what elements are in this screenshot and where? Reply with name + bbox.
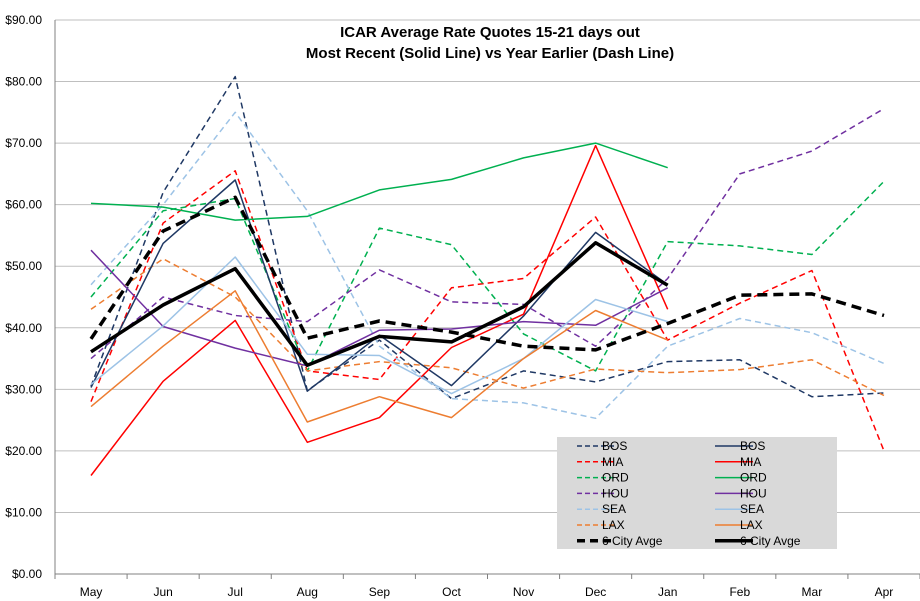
axes: $0.00 $10.00 $20.00 $30.00 $40.00 $50.00 $60.0…	[5, 13, 920, 599]
y-tick-label: $80.00	[5, 75, 42, 89]
x-tick-label: Sep	[369, 585, 391, 599]
y-tick-label: $70.00	[5, 136, 42, 150]
x-tick-label: Feb	[729, 585, 750, 599]
x-tick-label: Oct	[442, 585, 461, 599]
legend-label: LAX	[740, 518, 763, 532]
y-tick-label: $50.00	[5, 259, 42, 273]
legend-label: BOS	[740, 439, 765, 453]
x-tick-label: Jan	[658, 585, 677, 599]
legend-label: 6 City Avge	[740, 534, 801, 548]
y-tick-label: $90.00	[5, 13, 42, 27]
chart-title: ICAR Average Rate Quotes 15-21 days out …	[306, 24, 674, 62]
series-line-6-city-avge-dashed	[89, 195, 885, 352]
series-line-lax-dashed	[90, 258, 885, 397]
legend-label: MIA	[602, 455, 623, 469]
y-tick-label: $0.00	[12, 567, 42, 581]
x-tick-label: Jun	[153, 585, 172, 599]
legend-label: SEA	[740, 502, 764, 516]
x-tick-label: Aug	[297, 585, 318, 599]
x-tick-label: Jul	[228, 585, 243, 599]
series-line-ord-solid	[90, 142, 668, 221]
chart-title-line-2: Most Recent (Solid Line) vs Year Earlier…	[306, 45, 674, 62]
y-tick-label: $40.00	[5, 321, 42, 335]
series-line-sea-solid	[90, 256, 668, 395]
legend-label: LAX	[602, 518, 625, 532]
series-lines	[89, 75, 885, 476]
y-tick-label: $10.00	[5, 505, 42, 519]
legend-label: ORD	[602, 471, 629, 485]
x-tick-label: Nov	[513, 585, 534, 599]
x-tick-label: May	[80, 585, 103, 599]
legend-label: HOU	[602, 486, 629, 500]
x-tick-label: Mar	[802, 585, 823, 599]
series-line-lax-solid	[90, 290, 668, 423]
chart-title-line-1: ICAR Average Rate Quotes 15-21 days out	[340, 24, 640, 41]
legend-label: ORD	[740, 471, 767, 485]
series-line-sea-dashed	[90, 111, 885, 420]
y-tick-label: $60.00	[5, 198, 42, 212]
series-line-6-city-avge-solid	[90, 241, 669, 368]
series-line-bos-solid	[90, 179, 669, 392]
y-tick-label: $30.00	[5, 382, 42, 396]
legend-label: MIA	[740, 455, 761, 469]
series-line-hou-solid	[90, 249, 669, 367]
series-line-ord-dashed	[90, 180, 885, 372]
legend-box	[557, 437, 837, 549]
x-tick-label: Apr	[875, 585, 894, 599]
x-tick-label: Dec	[585, 585, 606, 599]
gridlines	[55, 19, 920, 513]
legend-label: 6 City Avge	[602, 534, 663, 548]
legend-label: HOU	[740, 486, 767, 500]
series-line-mia-solid	[90, 144, 669, 476]
legend-label: SEA	[602, 502, 626, 516]
series-line-hou-dashed	[90, 107, 885, 360]
y-tick-label: $20.00	[5, 444, 42, 458]
series-line-bos-dashed	[90, 75, 885, 400]
legend-label: BOS	[602, 439, 627, 453]
